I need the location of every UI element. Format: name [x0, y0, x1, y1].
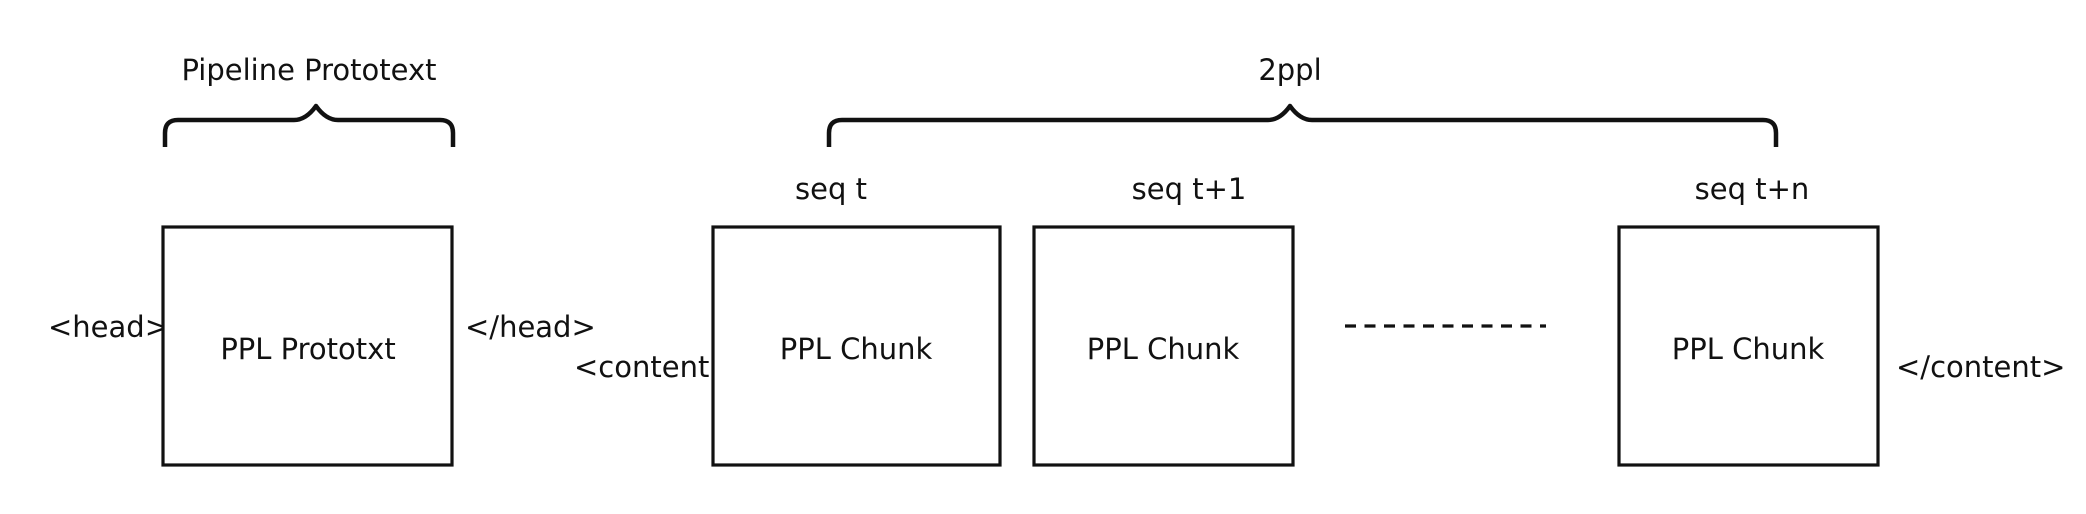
content-open-tag: <content> [574, 350, 734, 384]
chunk-seq-label-t-plus-n: seq t+n [1695, 172, 1810, 206]
ppl-chunk-rect [1032, 225, 1295, 467]
ppl-chunk-rect [1617, 225, 1880, 467]
content-brace-label: 2ppl [1258, 53, 1321, 87]
ppl-chunk-label: PPL Chunk [1672, 332, 1825, 366]
ppl-chunk-box-t-plus-1: PPL Chunk [1032, 225, 1295, 467]
content-brace [826, 103, 1779, 147]
head-close-tag: </head> [465, 310, 596, 344]
ppl-chunk-label: PPL Chunk [780, 332, 933, 366]
ppl-chunk-label: PPL Chunk [1087, 332, 1240, 366]
ppl-chunk-box-t: PPL Chunk [711, 225, 1002, 467]
ppl-prototxt-label: PPL Prototxt [220, 332, 395, 366]
ppl-prototxt-box: PPL Prototxt [161, 225, 454, 467]
chunk-seq-label-t: seq t [795, 172, 867, 206]
ppl-chunk-box-t-plus-n: PPL Chunk [1617, 225, 1880, 467]
head-brace [162, 103, 456, 147]
ppl-chunk-rect [711, 225, 1002, 467]
head-brace-label: Pipeline Prototext [181, 53, 436, 87]
ppl-prototxt-rect [161, 225, 454, 467]
chunk-seq-label-t-plus-1: seq t+1 [1132, 172, 1247, 206]
head-open-tag: <head> [48, 310, 169, 344]
content-close-tag: </content> [1896, 350, 2065, 384]
